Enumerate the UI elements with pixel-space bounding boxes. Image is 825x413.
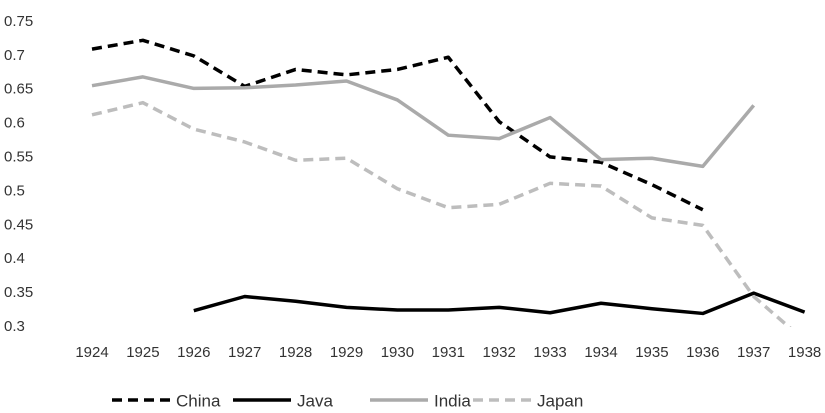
x-tick-label: 1924 [75,344,108,361]
y-tick-label: 0.35 [4,284,33,301]
legend-label: Japan [537,391,583,410]
plot-area [91,38,806,327]
x-tick-label: 1932 [483,344,516,361]
legend-label: China [176,391,221,410]
x-tick-label: 1929 [330,344,363,361]
y-tick-label: 0.4 [4,250,25,267]
x-tick-label: 1937 [737,344,770,361]
y-tick-label: 0.45 [4,216,33,233]
y-tick-label: 0.75 [4,13,33,30]
x-tick-label: 1925 [126,344,159,361]
y-tick-label: 0.65 [4,81,33,98]
x-tick-label: 1926 [177,344,210,361]
x-tick-label: 1930 [381,344,414,361]
y-tick-label: 0.5 [4,182,25,199]
x-tick-label: 1935 [635,344,668,361]
x-tick-label: 1928 [279,344,312,361]
series-line [91,38,704,212]
legend-label: Java [297,391,333,410]
y-tick-label: 0.55 [4,149,33,166]
x-tick-label: 1933 [533,344,566,361]
series-line [91,100,792,327]
x-tick-label: 1938 [788,344,821,361]
x-tick-label: 1931 [432,344,465,361]
series-line [91,75,756,169]
y-tick-label: 0.6 [4,115,25,132]
legend-label: India [434,391,471,410]
y-tick-label: 0.7 [4,47,25,64]
x-tick-label: 1927 [228,344,261,361]
series-line [193,291,806,316]
x-tick-label: 1936 [686,344,719,361]
x-tick-label: 1934 [584,344,617,361]
y-tick-label: 0.3 [4,318,25,335]
